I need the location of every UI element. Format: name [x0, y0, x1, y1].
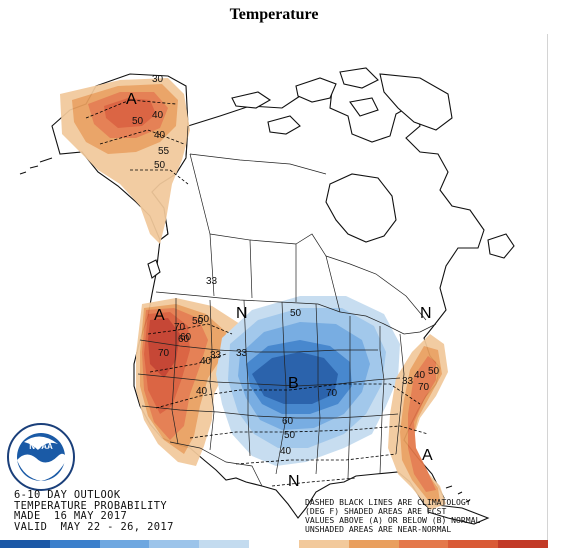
contour-label: 50 [132, 116, 144, 127]
center-central: B [288, 375, 299, 392]
contour-label: 50 [428, 366, 440, 377]
contour-label: 40 [154, 130, 166, 141]
legend-swatch-below-40 [149, 540, 200, 548]
contour-label: 70 [326, 388, 338, 399]
contour-label: 50 [290, 308, 302, 319]
central-below-70 [252, 352, 338, 404]
contour-label: 33 [206, 276, 218, 287]
contour-label: 40 [200, 356, 212, 367]
outlook-line-4: VALID MAY 22 - 26, 2017 [14, 520, 174, 533]
cuba [427, 503, 490, 525]
arctic-island-3 [231, 91, 272, 109]
arctic-island-1 [295, 77, 337, 103]
arctic-island-5 [349, 97, 379, 117]
contour-label: 40 [152, 110, 164, 121]
center-north-n: N [236, 305, 248, 322]
aleutian-islands [19, 157, 53, 175]
legend-swatch-above-33 [298, 540, 349, 548]
legend-swatch-above-40 [348, 540, 399, 548]
note-line-4: UNSHADED AREAS ARE NEAR-NORMAL [305, 524, 452, 534]
contour-label: 50 [198, 314, 210, 325]
contour-label: 40 [414, 370, 426, 381]
contour-label: 33 [210, 350, 222, 361]
bahamas [445, 485, 471, 503]
contour-label: 33 [236, 348, 248, 359]
noaa-logo: NOAA [6, 422, 76, 497]
contour-label: 50 [154, 160, 166, 171]
baffin-island [379, 73, 453, 131]
legend-swatch-above-70 [498, 540, 548, 548]
arctic-island-2 [339, 67, 379, 89]
outlook-info: 6-10 DAY OUTLOOK TEMPERATURE PROBABILITY M… [14, 490, 174, 532]
contour-label: 60 [282, 416, 294, 427]
legend-swatch-below-60 [49, 540, 100, 548]
arctic-island-4 [267, 115, 301, 135]
page-title: Temperature [229, 6, 319, 23]
note-line-1: DASHED BLACK LINES ARE CLIMATOLOGY [305, 497, 471, 507]
map-frame [0, 34, 548, 544]
contour-label: 33 [402, 376, 414, 387]
outlook-line-1: 6-10 DAY OUTLOOK [14, 489, 121, 501]
alaska-above-60 [104, 98, 156, 128]
contour-label: 70 [174, 322, 186, 333]
contour-label: 60 [180, 332, 192, 343]
contour-label: 50 [284, 430, 296, 441]
contour-label: 60 [178, 334, 190, 345]
legend-swatch-below-70 [0, 540, 50, 548]
center-florida: A [422, 447, 433, 464]
contour-label: 50 [192, 316, 204, 327]
center-alaska: A [126, 91, 137, 108]
note-line-2: (DEG F) SHADED AREAS ARE FCST [305, 506, 447, 516]
contour-label: 40 [196, 386, 208, 397]
note-line-3: VALUES ABOVE (A) OR BELOW (B) NORMAL [305, 515, 481, 525]
west-above-70 [148, 318, 180, 378]
vancouver-island [147, 259, 161, 279]
center-west: A [154, 307, 165, 324]
map-note: DASHED BLACK LINES ARE CLIMATOLOGY (DEG F… [305, 498, 480, 534]
contour-label: 70 [158, 348, 170, 359]
legend-swatch-near-normal [249, 540, 299, 548]
contour-label: 55 [158, 146, 170, 157]
contour-label: 70 [418, 382, 430, 393]
center-texas-n: N [288, 473, 300, 490]
center-northeast-n: N [420, 305, 432, 322]
outlook-line-2: TEMPERATURE PROBABILITY [14, 499, 168, 512]
legend-swatch-above-60 [448, 540, 499, 548]
contour-label: 40 [280, 446, 292, 457]
legend-swatch-below-50 [99, 540, 150, 548]
legend-swatch-below-33 [199, 540, 250, 548]
color-legend-strip [0, 540, 548, 548]
east-above-50 [408, 356, 436, 492]
hudson-bay [325, 173, 397, 243]
logo-center-text: NOAA [29, 442, 53, 451]
newfoundland [487, 233, 515, 259]
outlook-line-3: MADE 16 MAY 2017 [14, 510, 128, 522]
outlook-map: 30 40 50 40 55 50 70 60 50 40 33 33 70 6… [19, 67, 515, 525]
legend-swatch-above-50 [398, 540, 449, 548]
contour-label: 30 [152, 74, 164, 85]
